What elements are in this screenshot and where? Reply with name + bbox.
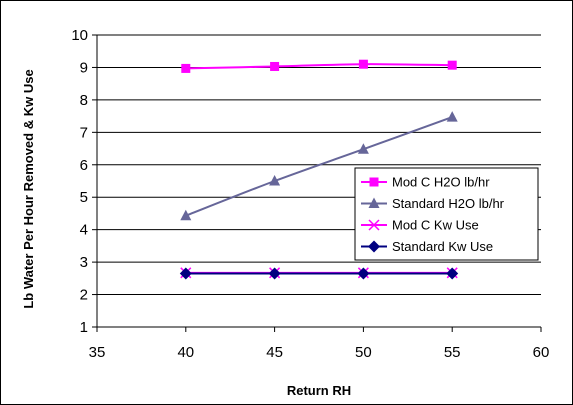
legend-item: Mod C H2O lb/hr bbox=[361, 175, 490, 190]
legend-item: Standard Kw Use bbox=[361, 239, 493, 254]
series-line bbox=[185, 63, 453, 70]
data-point bbox=[357, 267, 370, 280]
series-0 bbox=[181, 59, 457, 73]
data-point bbox=[181, 63, 191, 73]
legend-label: Standard Kw Use bbox=[392, 239, 493, 254]
series-1 bbox=[180, 111, 458, 221]
y-tick-label: 9 bbox=[80, 59, 88, 76]
y-tick-label: 7 bbox=[80, 124, 88, 141]
series-group bbox=[179, 59, 459, 280]
y-tick-label: 6 bbox=[80, 157, 88, 174]
x-tick-label: 55 bbox=[444, 344, 461, 361]
y-axis-label: Lb Water Per Hour Removed & Kw Use bbox=[21, 69, 36, 308]
data-point bbox=[269, 175, 281, 186]
x-tick-label: 60 bbox=[533, 344, 550, 361]
x-tick-label: 45 bbox=[266, 344, 283, 361]
data-point bbox=[179, 267, 192, 280]
legend-label: Standard H2O lb/hr bbox=[392, 196, 505, 211]
data-point bbox=[358, 59, 368, 69]
data-point bbox=[357, 143, 369, 154]
series-3 bbox=[179, 267, 459, 280]
legend-box bbox=[354, 167, 539, 261]
data-point bbox=[446, 111, 458, 122]
legend-marker bbox=[369, 177, 379, 187]
legend-marker bbox=[368, 197, 380, 208]
legend-marker bbox=[368, 240, 380, 253]
x-tick-label: 50 bbox=[355, 344, 372, 361]
gridlines bbox=[97, 34, 541, 296]
y-tick-label: 1 bbox=[80, 319, 88, 336]
data-point bbox=[180, 209, 192, 221]
x-tick-label: 40 bbox=[177, 344, 194, 361]
legend: Mod C H2O lb/hr Standard H2O lb/hr Mod C K… bbox=[354, 167, 539, 261]
data-point bbox=[447, 60, 457, 70]
y-tick-label: 3 bbox=[80, 254, 88, 271]
y-tick-label: 4 bbox=[80, 222, 88, 239]
legend-label: Mod C H2O lb/hr bbox=[392, 175, 490, 190]
x-axis-label: Return RH bbox=[287, 383, 351, 398]
legend-label: Mod C Kw Use bbox=[392, 218, 479, 233]
y-tick-label: 10 bbox=[71, 27, 88, 44]
data-point bbox=[446, 267, 459, 280]
y-tick-label: 8 bbox=[80, 92, 88, 109]
series-line bbox=[185, 116, 453, 217]
y-tick-label: 2 bbox=[80, 287, 88, 304]
legend-marker bbox=[368, 219, 380, 231]
legend-item: Standard H2O lb/hr bbox=[361, 196, 505, 211]
data-point bbox=[270, 61, 280, 71]
y-tick-label: 5 bbox=[80, 189, 88, 206]
legend-item: Mod C Kw Use bbox=[361, 218, 479, 233]
axes bbox=[92, 34, 542, 332]
x-tick-label: 35 bbox=[89, 344, 106, 361]
data-point bbox=[268, 267, 281, 280]
